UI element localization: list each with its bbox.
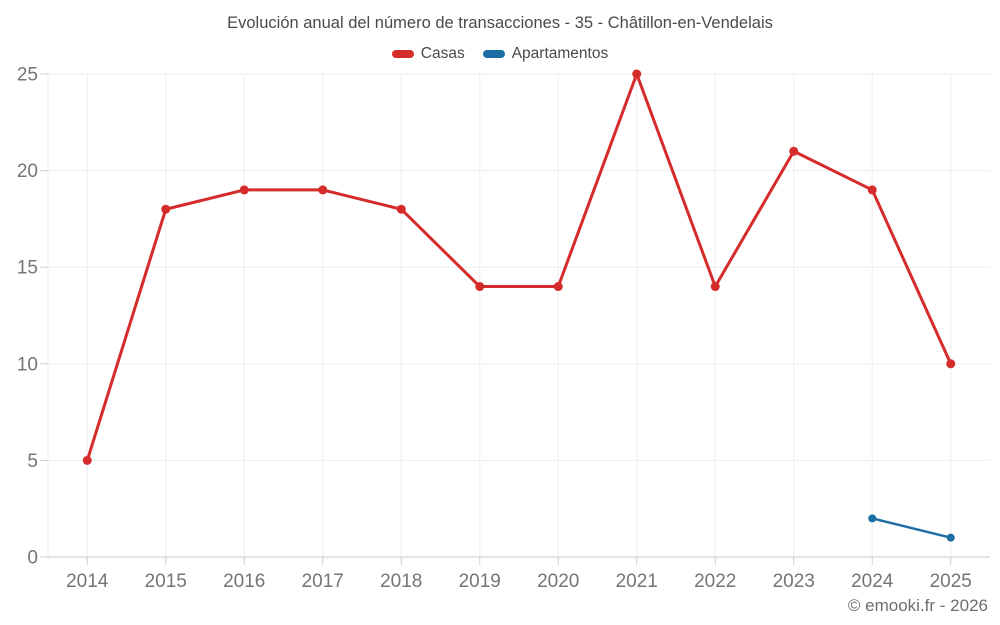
- data-point-casas: [239, 185, 249, 195]
- data-point-apartamentos: [868, 514, 877, 523]
- x-axis-label: 2017: [302, 571, 344, 592]
- x-axis-label: 2018: [380, 571, 422, 592]
- legend-item-apartamentos[interactable]: Apartamentos: [482, 45, 609, 63]
- series-line-apartamentos: [871, 517, 952, 539]
- data-point-casas: [318, 185, 328, 195]
- chart-legend: Casas Apartamentos: [0, 44, 1000, 64]
- data-point-casas: [161, 204, 171, 214]
- x-axis-label: 2015: [145, 571, 187, 592]
- data-point-casas: [946, 359, 956, 369]
- data-point-casas: [867, 185, 877, 195]
- legend-swatch-apartamentos-icon: [482, 50, 505, 58]
- y-axis-label: 0: [27, 548, 38, 569]
- data-point-apartamentos: [946, 533, 955, 542]
- x-axis-label: 2025: [930, 571, 972, 592]
- data-point-casas: [475, 282, 485, 292]
- x-axis-label: 2014: [66, 571, 109, 592]
- y-axis-label: 10: [17, 354, 38, 375]
- x-axis-label: 2016: [223, 571, 265, 592]
- legend-swatch-casas-icon: [391, 50, 414, 58]
- y-axis-label: 20: [17, 161, 38, 182]
- legend-label-apartamentos: Apartamentos: [511, 45, 609, 62]
- x-axis-label: 2022: [694, 571, 736, 592]
- series-line-casas: [85, 72, 953, 462]
- x-axis-label: 2023: [773, 571, 815, 592]
- legend-item-casas[interactable]: Casas: [391, 45, 465, 63]
- copyright-text: © emooki.fr - 2026: [847, 596, 988, 615]
- y-axis-label: 25: [17, 65, 38, 86]
- chart-title: Evolución anual del número de transaccio…: [227, 14, 773, 32]
- y-axis-label: 15: [17, 258, 38, 279]
- x-axis-label: 2020: [537, 571, 579, 592]
- x-axis-label: 2024: [851, 571, 894, 592]
- data-point-casas: [789, 146, 799, 156]
- x-axis-label: 2021: [616, 571, 658, 592]
- data-point-casas: [82, 455, 92, 465]
- data-point-casas: [632, 69, 642, 79]
- data-point-casas: [710, 282, 720, 292]
- legend-label-casas: Casas: [420, 45, 465, 62]
- data-point-casas: [553, 282, 563, 292]
- data-point-casas: [396, 204, 406, 214]
- x-axis-label: 2019: [459, 571, 501, 592]
- y-axis-label: 5: [27, 451, 38, 472]
